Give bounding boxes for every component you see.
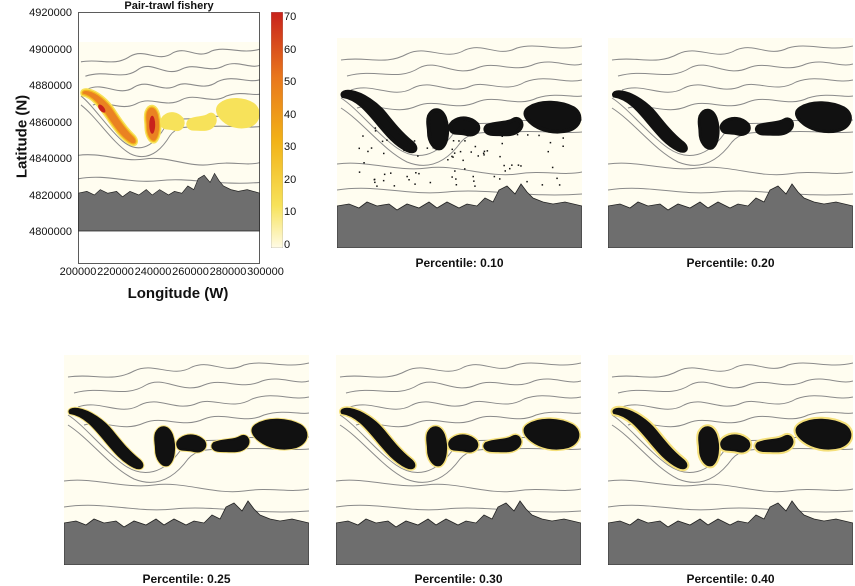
panel-percentile-020 <box>608 38 853 248</box>
y-tick-label: 4900000 <box>29 43 72 56</box>
panel-percentile-010 <box>337 38 582 248</box>
caption-percentile-025: Percentile: 0.25 <box>142 572 231 586</box>
x-tick-label: 200000 <box>59 266 97 278</box>
panel-percentile-025 <box>64 355 309 565</box>
x-tick-label: 260000 <box>172 266 209 278</box>
colorbar-tick-label: 40 <box>284 108 297 121</box>
caption-percentile-030: Percentile: 0.30 <box>414 572 503 586</box>
x-tick-label: 240000 <box>134 266 172 278</box>
map-title: Pair-trawl fishery <box>124 0 214 12</box>
colorbar-tick-label: 70 <box>284 11 297 23</box>
colorbar-tick-label: 20 <box>284 173 297 186</box>
panel-percentile-030 <box>336 355 581 565</box>
colorbar-tick-label: 0 <box>284 238 291 251</box>
caption-percentile-040: Percentile: 0.40 <box>686 572 775 586</box>
colorbar-tick-label: 50 <box>284 76 297 88</box>
caption-percentile-010: Percentile: 0.10 <box>415 256 504 270</box>
panel-percentile-040 <box>608 355 853 565</box>
colorbar-tick-label: 10 <box>284 206 297 218</box>
y-tick-label: 4920000 <box>29 7 72 19</box>
y-tick-label: 4840000 <box>29 153 72 165</box>
x-tick-label: 280000 <box>209 266 247 278</box>
caption-percentile-020: Percentile: 0.20 <box>686 256 775 270</box>
main-heat-map <box>78 12 260 264</box>
x-tick-label: 300000 <box>247 266 284 278</box>
colorbar-tick-label: 30 <box>284 141 297 153</box>
colorbar <box>271 12 283 248</box>
y-tick-label: 4800000 <box>29 226 72 238</box>
x-tick-label: 220000 <box>97 266 134 278</box>
y-tick-label: 4880000 <box>29 80 72 92</box>
y-tick-label: 4820000 <box>29 189 72 202</box>
y-tick-label: 4860000 <box>29 116 72 129</box>
colorbar-tick-label: 60 <box>284 43 297 56</box>
x-axis-label: Longitude (W) <box>127 285 229 302</box>
y-axis-label: Latitude (N) <box>13 94 31 179</box>
